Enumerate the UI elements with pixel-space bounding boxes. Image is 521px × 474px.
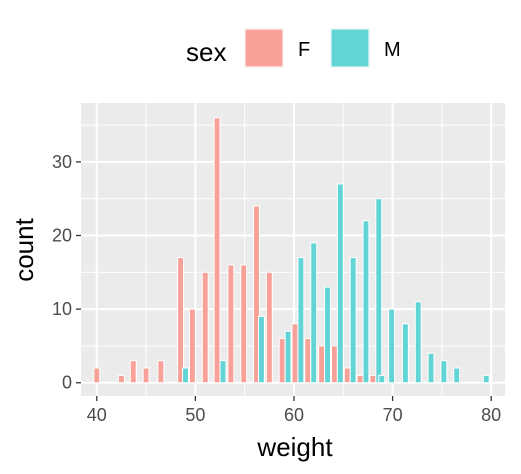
y-tick-label: 10 — [52, 299, 72, 319]
bar-f — [278, 338, 286, 384]
bar-f — [265, 271, 273, 384]
y-tick-label: 30 — [52, 152, 72, 172]
legend-label-m: M — [384, 39, 401, 61]
x-tick-label: 40 — [87, 405, 107, 425]
bar-m — [219, 360, 227, 384]
bar-f — [369, 374, 377, 384]
legend-title: sex — [186, 37, 226, 67]
bar-f — [129, 360, 137, 384]
bar-m — [336, 183, 344, 384]
y-axis: 0 10 20 30 — [52, 152, 81, 393]
bar-f — [117, 374, 125, 384]
bar-f — [343, 367, 351, 384]
legend-label-f: F — [298, 39, 310, 61]
bars — [93, 117, 490, 384]
bar-f — [330, 345, 338, 384]
bar-f — [227, 264, 235, 384]
y-tick-label: 0 — [62, 373, 72, 393]
bar-m — [182, 367, 189, 384]
x-tick-label: 50 — [185, 405, 205, 425]
bar-m — [414, 301, 422, 384]
bar-f — [291, 323, 299, 384]
legend-swatch-m — [330, 28, 370, 68]
bar-f — [201, 271, 209, 384]
x-axis-title: weight — [256, 432, 333, 462]
bar-m — [482, 374, 490, 384]
bar-f — [253, 205, 260, 384]
bar-f — [213, 117, 221, 384]
bar-m — [310, 242, 318, 384]
bar-m — [257, 315, 265, 384]
bar-f — [157, 360, 165, 384]
x-axis: 40 50 60 70 80 — [87, 396, 501, 425]
x-tick-label: 70 — [383, 405, 403, 425]
bar-f — [240, 264, 248, 384]
legend-swatch-f — [244, 28, 284, 68]
bar-f — [142, 367, 150, 384]
bar-m — [440, 360, 448, 384]
bar-f — [304, 338, 312, 384]
bar-f — [93, 367, 101, 384]
bar-f — [188, 308, 196, 384]
bar-m — [362, 220, 370, 384]
bar-m — [375, 198, 383, 384]
bar-m — [297, 257, 305, 384]
y-axis-title: count — [9, 217, 39, 281]
bar-m — [401, 323, 409, 384]
x-tick-label: 80 — [481, 405, 501, 425]
bar-m — [284, 330, 292, 384]
bar-m — [378, 374, 386, 384]
x-tick-label: 60 — [284, 405, 304, 425]
bar-m — [453, 367, 461, 384]
bar-f — [177, 257, 185, 384]
legend: sex F M — [186, 28, 401, 68]
bar-m — [349, 257, 357, 384]
y-tick-label: 20 — [52, 226, 72, 246]
bar-f — [318, 345, 326, 384]
bar-m — [324, 286, 331, 384]
bar-m — [427, 352, 435, 384]
bar-m — [388, 308, 396, 384]
bar-f — [356, 374, 364, 384]
